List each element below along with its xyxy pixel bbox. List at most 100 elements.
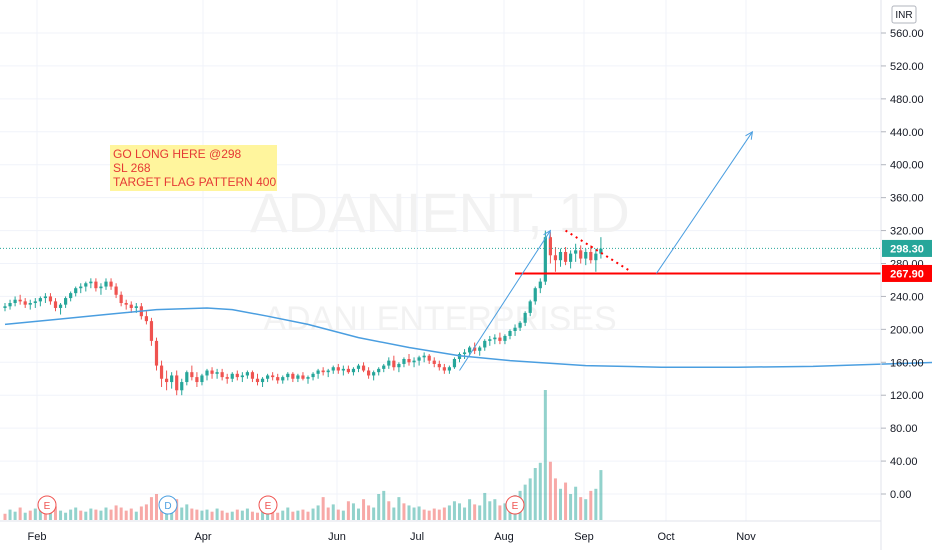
- date-tick-label: Jul: [410, 531, 424, 543]
- target-arrow: [656, 130, 754, 274]
- trade-note-line-2: SL 268: [113, 161, 151, 175]
- earnings-marker[interactable]: E: [37, 495, 57, 515]
- volume-bar: [28, 510, 32, 520]
- volume-bar: [200, 510, 204, 520]
- volume-bar: [417, 506, 421, 520]
- volume-bar: [281, 510, 285, 520]
- svg-text:D: D: [164, 501, 171, 512]
- candle: [79, 283, 83, 294]
- svg-text:E: E: [512, 501, 519, 512]
- drawing-overlays: [0, 130, 881, 371]
- volume-bar: [599, 470, 603, 520]
- volume-bar: [548, 461, 552, 520]
- volume-bar: [89, 508, 93, 520]
- volume-bar: [134, 511, 138, 520]
- candle: [412, 357, 416, 368]
- candle: [447, 365, 451, 374]
- candle: [281, 375, 285, 384]
- candle: [548, 232, 552, 264]
- volume-bar: [341, 510, 345, 520]
- candle: [149, 317, 154, 346]
- candle: [387, 357, 391, 369]
- candle: [437, 360, 441, 371]
- candle: [43, 293, 47, 304]
- candle: [240, 372, 244, 383]
- candle: [205, 368, 209, 381]
- candle: [301, 372, 305, 381]
- candle: [316, 368, 320, 379]
- volume-bar: [276, 512, 280, 520]
- volume-bar: [301, 509, 305, 520]
- candle: [266, 373, 270, 383]
- dividend-marker[interactable]: D: [158, 495, 178, 515]
- candle: [291, 372, 295, 383]
- candle: [175, 370, 179, 396]
- level-price-label: 267.90: [890, 268, 924, 280]
- volume-bar: [114, 505, 118, 520]
- candle: [210, 367, 214, 379]
- price-tick-label: 80.00: [890, 423, 918, 435]
- volume-bar: [195, 509, 199, 520]
- candle: [462, 349, 467, 359]
- volume-bar: [538, 462, 542, 520]
- earnings-marker[interactable]: E: [258, 495, 278, 515]
- volume-bar: [59, 510, 63, 520]
- candle: [543, 230, 547, 285]
- volume-bar: [13, 511, 17, 520]
- volume-bar: [493, 499, 497, 520]
- volume-bar: [291, 511, 295, 520]
- trade-note-line-3: TARGET FLAG PATTERN 400: [113, 175, 276, 189]
- candle: [89, 278, 93, 289]
- volume-bar: [402, 503, 406, 520]
- volume-bar: [437, 509, 441, 520]
- volume-bar: [240, 510, 244, 520]
- flagpole-arrow: [459, 229, 552, 371]
- candle: [185, 370, 189, 386]
- candle: [53, 298, 58, 312]
- candle: [584, 248, 588, 266]
- candle: [397, 362, 401, 373]
- volume-bar: [250, 511, 254, 520]
- candle: [417, 355, 421, 366]
- candle: [377, 367, 381, 376]
- volume-bar: [447, 505, 451, 520]
- candle: [245, 370, 249, 379]
- volume-bar: [230, 511, 234, 520]
- candle: [3, 303, 7, 312]
- volume-bar: [139, 506, 143, 520]
- trade-note[interactable]: GO LONG HERE @298 SL 268 TARGET FLAG PAT…: [110, 145, 277, 191]
- volume-bar: [185, 504, 189, 520]
- volume-bar: [190, 508, 194, 520]
- svg-text:E: E: [44, 501, 51, 512]
- candle: [99, 283, 103, 295]
- candle: [574, 243, 578, 262]
- candle: [215, 368, 219, 379]
- price-tick-label: 200.00: [890, 324, 924, 336]
- candle: [225, 373, 229, 384]
- volume-bar: [351, 503, 355, 520]
- currency-label: INR: [895, 10, 912, 21]
- candle: [306, 375, 310, 384]
- date-tick-label: Aug: [494, 531, 514, 543]
- candle: [195, 372, 199, 387]
- volume-bar: [407, 505, 411, 520]
- volume-bar: [452, 501, 456, 520]
- candle: [538, 278, 542, 294]
- time-axis[interactable]: Feb Apr Jun Jul Aug Sep Oct Nov: [0, 520, 881, 543]
- price-tick-label: 160.00: [890, 357, 924, 369]
- currency-box[interactable]: INR: [891, 5, 917, 24]
- volume-bar: [326, 507, 330, 520]
- candle: [533, 286, 537, 305]
- volume-bar: [574, 486, 578, 520]
- date-tick-label: Feb: [28, 531, 47, 543]
- volume-bar: [478, 505, 482, 520]
- price-axis[interactable]: 560.00 520.00 480.00 440.00 400.00 360.00 320.…: [880, 0, 924, 550]
- candle: [104, 278, 108, 290]
- earnings-marker[interactable]: E: [505, 495, 525, 515]
- candle: [69, 291, 73, 302]
- candle: [154, 337, 159, 371]
- volume-bar: [594, 488, 598, 520]
- candle: [346, 365, 350, 374]
- volume-bar: [483, 492, 487, 520]
